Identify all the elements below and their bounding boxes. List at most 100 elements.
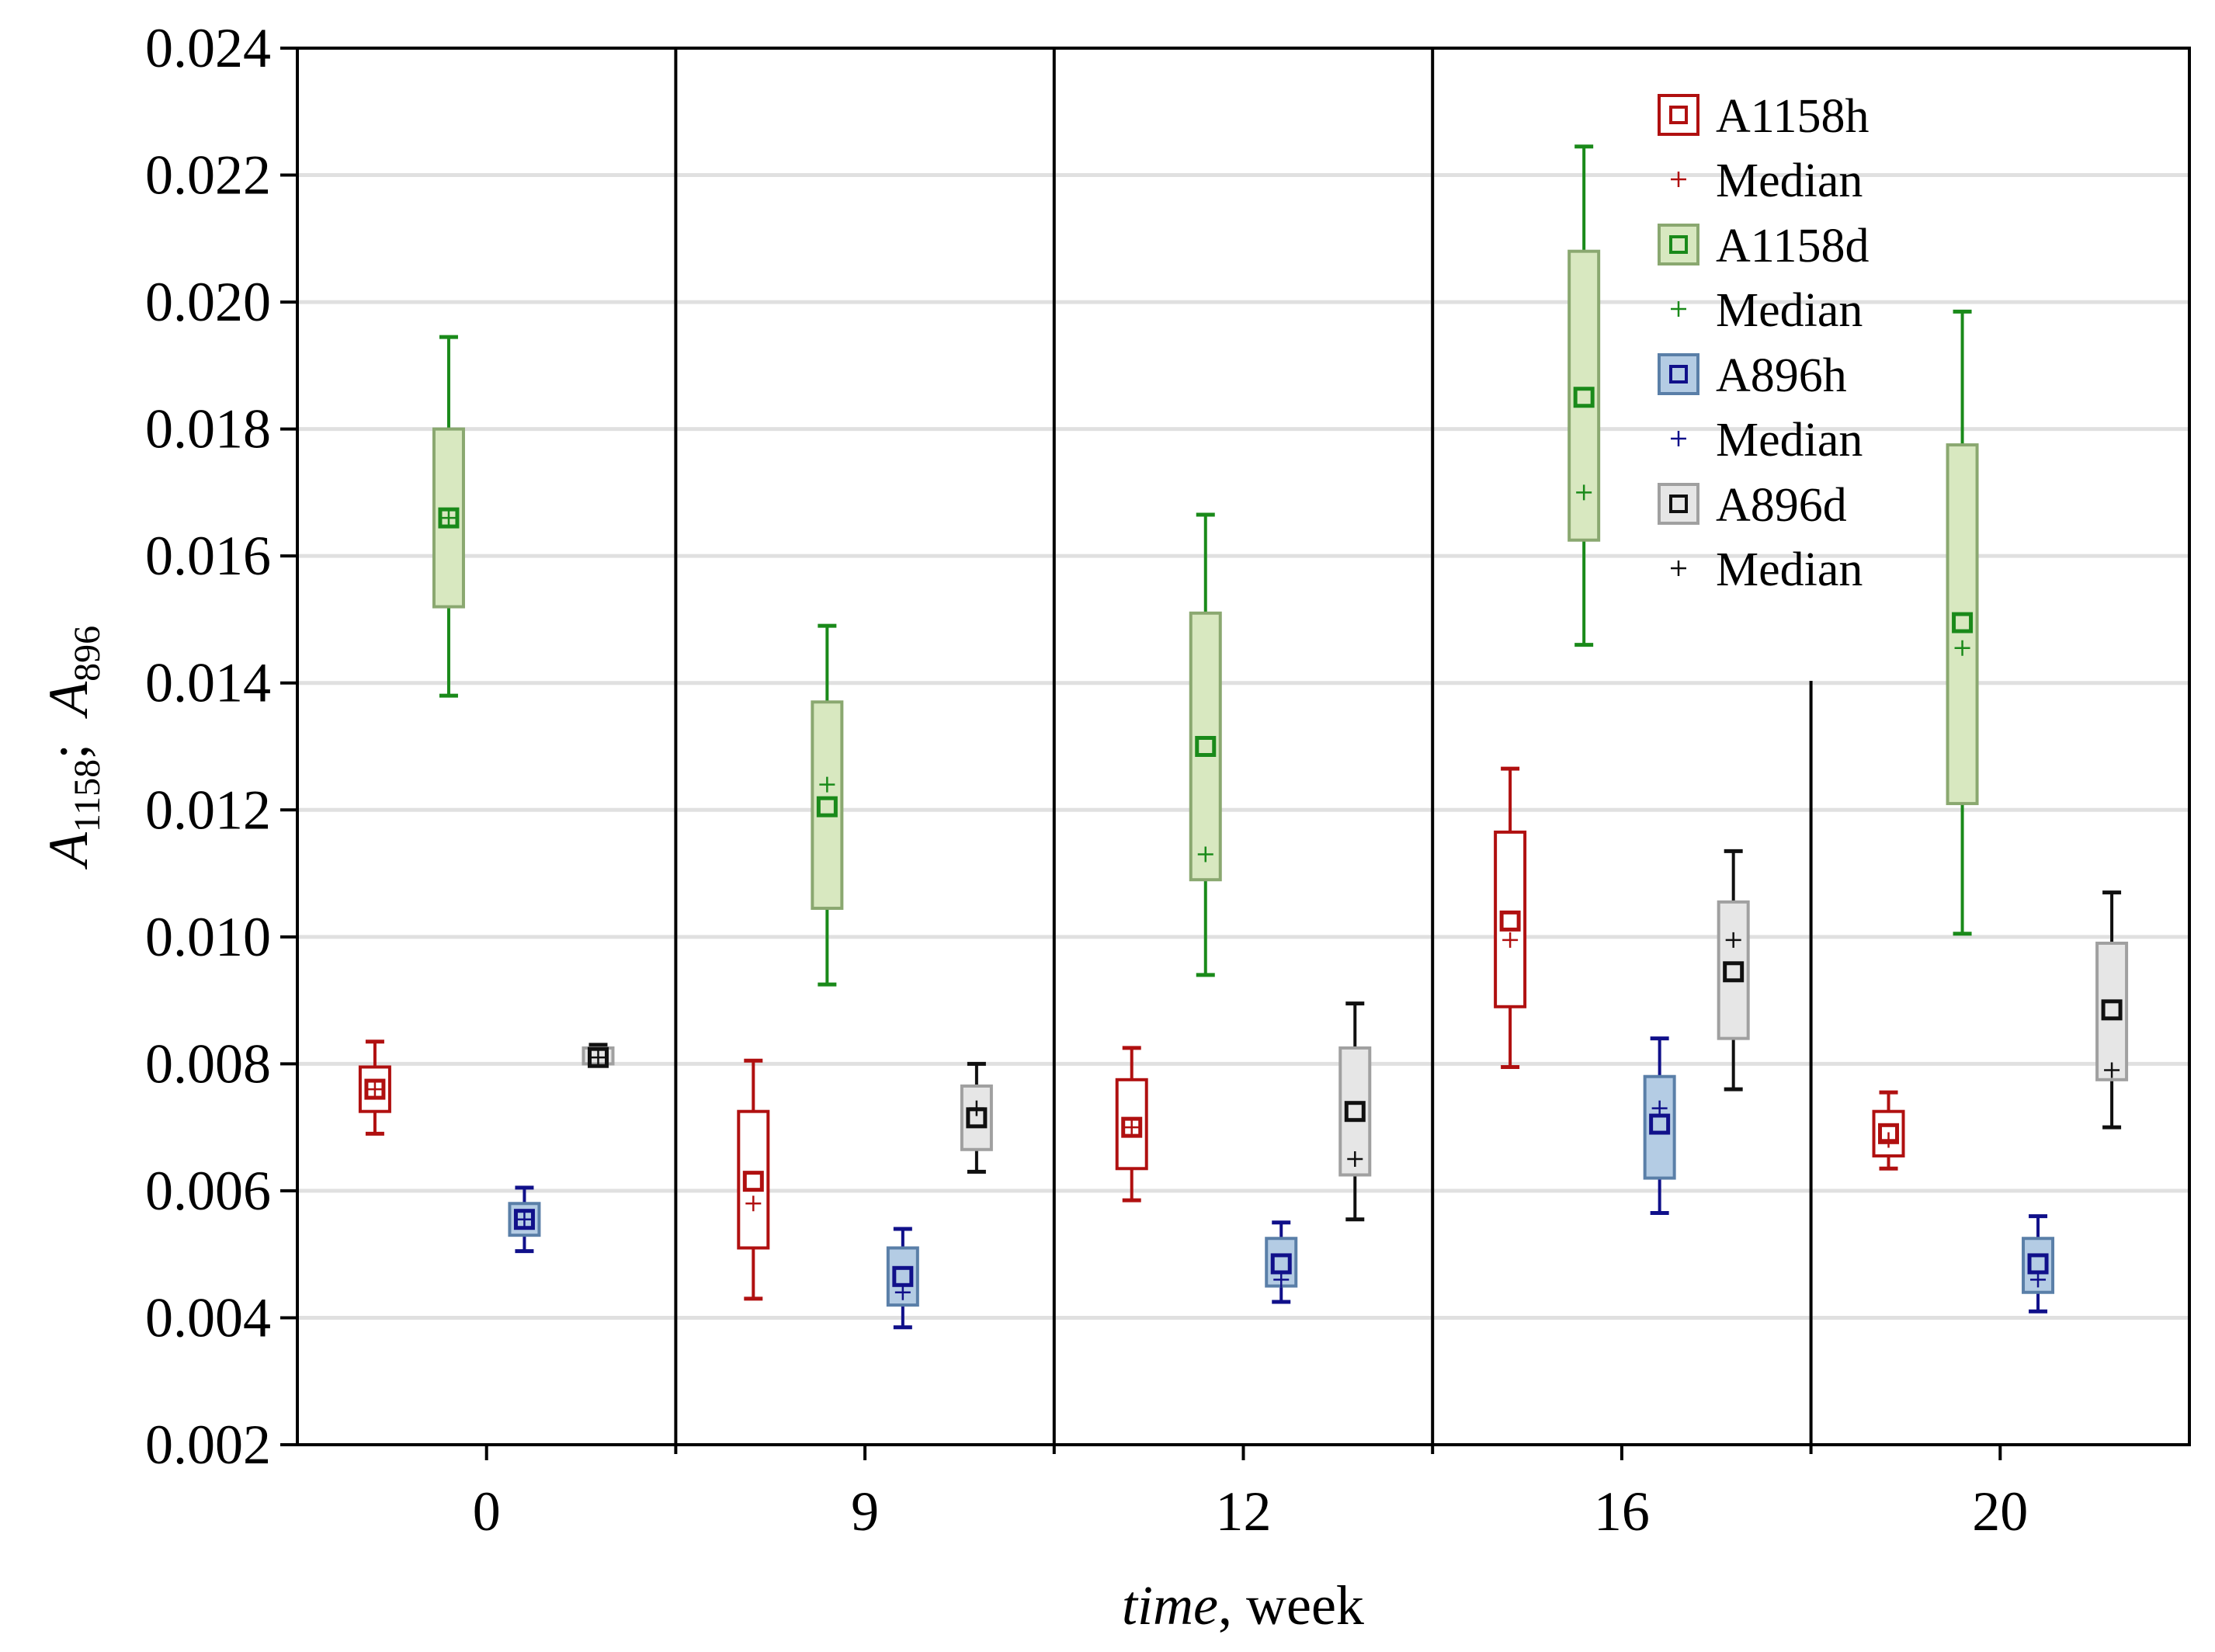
legend: A1158hMedianA1158dMedianA896hMedianA896d…: [1658, 90, 1869, 596]
box-A1158d-20: [1946, 309, 1979, 936]
box-A896h-16: [1643, 1036, 1676, 1216]
legend-median-marker: [1671, 301, 1686, 317]
median-marker: [516, 1211, 533, 1227]
box-A1158d-9: [811, 623, 844, 987]
box-A896d-16: [1717, 849, 1750, 1092]
y-tick-label: 0.008: [145, 1032, 271, 1095]
median-marker: [1502, 932, 1519, 948]
x-tick-label: 0: [473, 1480, 501, 1543]
mean-marker: [966, 1107, 988, 1129]
x-tick-label: 20: [1972, 1480, 2028, 1543]
legend-label: A1158h: [1716, 90, 1869, 143]
legend-median-label: Median: [1716, 543, 1863, 596]
mean-marker: [364, 1078, 386, 1100]
x-tick-label: 12: [1216, 1480, 1272, 1543]
y-tick-label: 0.014: [145, 652, 271, 714]
y-tick-label: 0.022: [145, 144, 271, 206]
median-marker: [1273, 1272, 1290, 1288]
mean-marker: [1952, 612, 1974, 633]
legend-label: A1158d: [1716, 220, 1869, 272]
legend-swatch: [1658, 353, 1699, 395]
mean-marker: [513, 1209, 535, 1230]
mean-marker: [587, 1046, 609, 1068]
mean-marker: [2027, 1253, 2049, 1275]
legend-mean-marker: [1669, 365, 1688, 384]
median-marker: [1123, 1119, 1140, 1136]
legend-median-label: Median: [1716, 154, 1863, 207]
box-A896h-9: [886, 1227, 919, 1330]
x-axis-title: time, week: [1122, 1574, 1364, 1636]
mean-marker: [1344, 1101, 1366, 1123]
y-tick-label: 0.004: [145, 1286, 271, 1348]
y-tick-label: 0.002: [145, 1414, 271, 1476]
box-A896d-9: [960, 1061, 993, 1174]
box-A896h-12: [1265, 1220, 1298, 1304]
median-marker: [1576, 484, 1592, 501]
median-marker: [366, 1081, 383, 1098]
mean-marker: [1723, 961, 1745, 983]
median-marker: [1197, 846, 1213, 862]
legend-mean-marker: [1669, 106, 1688, 124]
legend-entry-A896d: A896d Median: [1658, 479, 1863, 596]
y-tick-label: 0.020: [145, 271, 271, 333]
legend-median-marker: [1671, 431, 1686, 446]
mean-marker: [2101, 999, 2123, 1021]
box-series: [358, 144, 2129, 1330]
median-marker: [2104, 1062, 2120, 1078]
median-marker: [745, 1196, 762, 1212]
y-tick-label: 0.012: [145, 779, 271, 841]
mean-marker: [1121, 1116, 1143, 1138]
mean-marker: [1499, 910, 1521, 932]
box-A1158d-12: [1189, 512, 1222, 977]
mean-marker: [1195, 736, 1217, 757]
median-marker: [819, 776, 835, 793]
box-A1158h-12: [1115, 1046, 1148, 1203]
median-marker: [590, 1050, 606, 1066]
median-marker: [894, 1284, 911, 1300]
legend-median-marker: [1671, 172, 1686, 187]
legend-label: A896d: [1716, 479, 1847, 532]
y-tick-label: 0.016: [145, 525, 271, 587]
median-marker: [1880, 1132, 1897, 1148]
median-marker: [1651, 1100, 1668, 1116]
box-A1158h-20: [1872, 1090, 1905, 1171]
y-tick-label: 0.010: [145, 906, 271, 968]
legend-median-marker: [1671, 560, 1686, 576]
legend-median-label: Median: [1716, 284, 1863, 337]
mean-marker: [1270, 1253, 1292, 1275]
x-tick-label: 16: [1594, 1480, 1650, 1543]
median-marker: [1954, 640, 1970, 656]
median-marker: [1347, 1151, 1363, 1168]
legend-entry-A896h: A896h Median: [1658, 349, 1863, 467]
median-marker: [1725, 932, 1741, 948]
box-A896d-0: [582, 1043, 615, 1068]
mean-marker: [438, 507, 460, 529]
legend-entry-A1158h: A1158h Median: [1658, 90, 1869, 207]
axes: 0.002 0.004 0.006 0.008 0.010 0.012 0.014 0.016…: [145, 17, 2028, 1543]
legend-label: A896h: [1716, 349, 1847, 402]
box-A1158h-16: [1494, 766, 1527, 1069]
box-A896d-12: [1338, 1001, 1372, 1222]
legend-entry-A1158d: A1158d Median: [1658, 220, 1869, 337]
mean-marker: [892, 1265, 914, 1287]
median-marker: [440, 510, 457, 526]
box-A1158h-0: [358, 1039, 391, 1136]
box-A896d-20: [2095, 890, 2129, 1130]
legend-mean-marker: [1669, 495, 1688, 513]
box-A896h-0: [508, 1185, 541, 1254]
legend-swatch: [1658, 224, 1699, 266]
mean-marker: [1878, 1123, 1900, 1144]
median-marker: [2030, 1272, 2047, 1288]
gridlines: [297, 173, 2189, 1320]
box-A896h-20: [2022, 1214, 2055, 1314]
y-axis-title: A1158; A896: [37, 626, 108, 869]
legend-swatch: [1658, 483, 1699, 525]
legend-median-label: Median: [1716, 414, 1863, 467]
mean-marker: [1573, 387, 1595, 408]
legend-mean-marker: [1669, 235, 1688, 254]
mean-marker: [816, 796, 838, 817]
y-tick-label: 0.024: [145, 17, 271, 79]
box-A1158d-0: [432, 335, 465, 698]
